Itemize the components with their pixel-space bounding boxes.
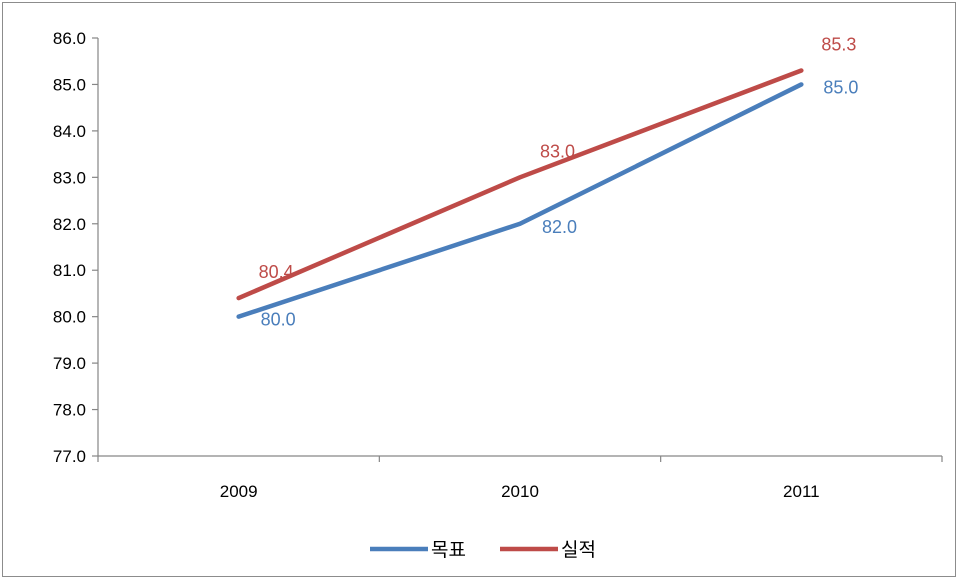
legend-label: 목표 bbox=[431, 540, 466, 561]
data-labels: 80.0 82.0 85.0 80.4 83.0 85.3 bbox=[259, 35, 859, 330]
series-lines bbox=[236, 68, 804, 319]
x-tick-label: 2011 bbox=[783, 482, 820, 501]
data-label: 80.0 bbox=[261, 310, 296, 330]
x-tick-label: 2009 bbox=[220, 482, 258, 501]
x-axis-ticks: 2009 2010 2011 bbox=[97, 456, 943, 501]
series-line-1 bbox=[236, 82, 804, 319]
y-tick-label: 82.0 bbox=[53, 215, 86, 234]
series-line-2 bbox=[236, 68, 804, 301]
data-label: 83.0 bbox=[540, 141, 575, 161]
y-tick-label: 85.0 bbox=[53, 75, 86, 94]
y-tick-label: 77.0 bbox=[53, 447, 86, 466]
x-tick-label: 2010 bbox=[501, 482, 539, 501]
data-label: 85.3 bbox=[821, 35, 856, 55]
y-tick-label: 84.0 bbox=[53, 122, 86, 141]
data-label: 85.0 bbox=[823, 77, 858, 97]
y-tick-label: 80.0 bbox=[53, 308, 86, 327]
y-tick-label: 81.0 bbox=[53, 261, 86, 280]
y-tick-label: 83.0 bbox=[53, 168, 86, 187]
y-axis-ticks: 77.0 78.0 79.0 80.0 81.0 82.0 83.0 84.0 85.0 86.0 bbox=[53, 29, 98, 466]
legend: 목표 실적 bbox=[370, 539, 596, 561]
chart-axes bbox=[97, 38, 942, 457]
y-tick-label: 86.0 bbox=[53, 29, 86, 48]
data-label: 80.4 bbox=[259, 262, 294, 282]
y-tick-label: 78.0 bbox=[53, 401, 86, 420]
data-label: 82.0 bbox=[542, 217, 577, 237]
y-tick-label: 79.0 bbox=[53, 354, 86, 373]
legend-label: 실적 bbox=[561, 539, 596, 561]
